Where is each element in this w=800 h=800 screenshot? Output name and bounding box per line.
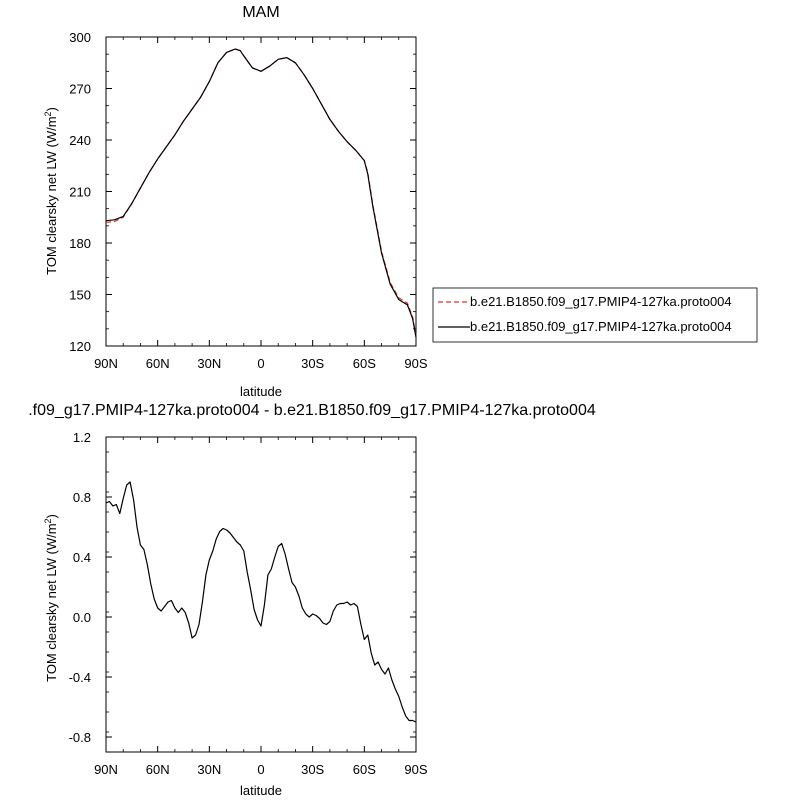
top-y-tick-label: 120: [69, 339, 91, 354]
bottom-series-line-1: [105, 481, 417, 723]
top-y-tick-label: 210: [69, 185, 91, 200]
bottom-y-tick-label: 1.2: [73, 430, 91, 445]
bottom-y-axis-label: TOM clearsky net LW (W/m2): [43, 514, 59, 682]
bottom-x-tick-label: 60S: [353, 762, 376, 777]
bottom-y-tick-label: 0.8: [73, 490, 91, 505]
top-x-tick-label: 90S: [404, 356, 427, 371]
top-x-tick-label: 90N: [94, 356, 118, 371]
bottom-x-tick-label: 0: [257, 762, 264, 777]
top-x-tick-label: 30S: [301, 356, 324, 371]
bottom-y-tick-label: 0.4: [73, 550, 91, 565]
bottom-y-tick-label: -0.4: [69, 670, 91, 685]
top-x-tick-label: 60N: [146, 356, 170, 371]
legend-box: [432, 287, 758, 343]
bottom-y-tick-label: 0.0: [73, 610, 91, 625]
legend-label-1: b.e21.B1850.f09_g17.PMIP4-127ka.proto004: [470, 294, 732, 309]
top-x-axis-label: latitude: [240, 384, 282, 399]
top-x-tick-label: 60S: [353, 356, 376, 371]
bottom-panel-title: .f09_g17.PMIP4-127ka.proto004 - b.e21.B1…: [28, 402, 596, 419]
legend: b.e21.B1850.f09_g17.PMIP4-127ka.proto004…: [432, 287, 758, 343]
bottom-y-axis-superscript: 2: [43, 518, 53, 523]
top-y-tick-label: 180: [69, 236, 91, 251]
top-y-tick-label: 150: [69, 288, 91, 303]
top-y-tick-label: 270: [69, 82, 91, 97]
bottom-x-tick-label: 30S: [301, 762, 324, 777]
top-y-tick-label: 300: [69, 30, 91, 45]
top-panel: 90N 60N 30N 0 30S 60S 90S 120 150 180 210 240 270 300: [69, 30, 428, 371]
bottom-x-tick-label: 30N: [197, 762, 221, 777]
top-plot-frame: [105, 36, 417, 347]
top-y-axis-superscript: 2: [43, 111, 53, 116]
top-panel-title: MAM: [242, 4, 279, 21]
legend-label-2: b.e21.B1850.f09_g17.PMIP4-127ka.proto004: [470, 319, 732, 334]
bottom-x-tick-label: 60N: [146, 762, 170, 777]
bottom-x-axis-label: latitude: [240, 783, 282, 798]
top-y-tick-label: 240: [69, 133, 91, 148]
bottom-y-tick-label: -0.8: [69, 730, 91, 745]
top-series-line-2: [105, 48, 417, 338]
top-x-tick-label: 30N: [197, 356, 221, 371]
bottom-x-tick-label: 90S: [404, 762, 427, 777]
bottom-panel: 90N 60N 30N 0 30S 60S 90S -0.8 -0.4 0.0 0.4 0.8 1.2: [69, 430, 428, 777]
top-series-line-1: [105, 48, 417, 336]
top-y-axis-label: TOM clearsky net LW (W/m2): [43, 107, 59, 275]
bottom-plot-frame: [105, 436, 417, 753]
top-x-tick-label: 0: [257, 356, 264, 371]
bottom-x-tick-label: 90N: [94, 762, 118, 777]
